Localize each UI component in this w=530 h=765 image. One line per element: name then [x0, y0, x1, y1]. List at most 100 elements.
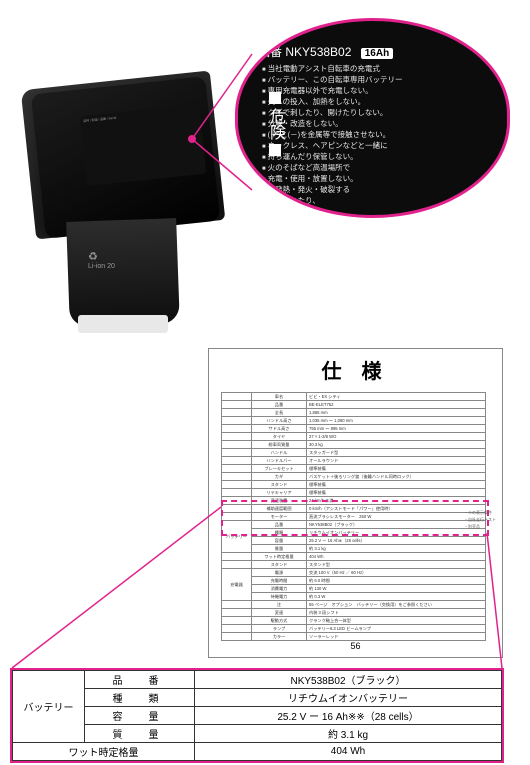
warning-column: 危険	[264, 91, 286, 157]
zoom-line: バッテリー、この自転車専用バッテリー	[262, 75, 495, 86]
side-note: ・※の表示条件	[464, 509, 496, 516]
row-key: ワット時定格量	[252, 553, 307, 561]
extract-key: 質 量	[85, 725, 195, 743]
row-group	[222, 441, 252, 449]
row-group	[222, 633, 252, 641]
row-val: 標準装備	[307, 465, 486, 473]
recycle-icon: ♻	[88, 251, 98, 263]
table-row: 充電器電源交流 100 V（50 Hz ／ 60 Hz）	[222, 569, 486, 577]
zoom-line: 火のそばなど高温場所で	[262, 163, 495, 174]
row-val: クランク軸上合一体型	[307, 617, 486, 625]
extract-val: リチウムイオンバッテリー	[195, 689, 502, 707]
warn-square-icon	[269, 92, 281, 104]
row-key: 電源	[252, 569, 307, 577]
table-row: 待機電力約 0.3 W	[222, 593, 486, 601]
row-key: カラー	[252, 633, 307, 641]
row-key: カギ	[252, 473, 307, 481]
row-key: 全長	[252, 409, 307, 417]
row-val: 0 km/h（アシストモード「パワー」使用時）	[307, 505, 486, 513]
row-key: 補助速度範囲	[252, 505, 307, 513]
row-group: 充電器	[222, 569, 252, 601]
row-key: 質量	[252, 545, 307, 553]
table-row: ランプバッテリー6.3 LED ビームランプ	[222, 625, 486, 633]
table-row: 補助速度範囲0 km/h（アシストモード「パワー」使用時）	[222, 505, 486, 513]
zoom-line: (＋)と(－)を金属等で接触させない。	[262, 130, 495, 141]
row-key: ブレーキセット	[252, 465, 307, 473]
row-key: 待機電力	[252, 593, 307, 601]
extract-val: 404 Wh	[195, 743, 502, 761]
row-key: 駆動方式	[252, 617, 307, 625]
table-row: 注55 ページ オプション バッテリー（交換用）をご参照ください	[222, 601, 486, 609]
table-row: 容 量25.2 V ー 16 Ah※※（28 cells）	[13, 707, 502, 725]
row-key: ランプ	[252, 625, 307, 633]
row-val: 24 km/h 未満	[307, 497, 486, 505]
zoom-line: 当社電動アシスト自転車の充電式	[262, 64, 495, 75]
extract-table-wrap: バッテリー品 番NKY538B02（ブラック）種 類リチウムイオンバッテリー容 …	[10, 668, 504, 763]
row-group	[222, 457, 252, 465]
row-val: NKY538B02（ブラック）	[307, 521, 486, 529]
table-row: サドル高さ755 mm ～ 895 mm	[222, 425, 486, 433]
row-val: オールラウンド	[307, 457, 486, 465]
row-val: 約 0.3 W	[307, 593, 486, 601]
row-key: 変速装置	[252, 497, 307, 505]
zoom-line: 水を入れたり、	[262, 196, 495, 207]
row-val: ソーラーレッド	[307, 633, 486, 641]
extract-rowhead: バッテリー	[13, 671, 85, 743]
zoom-line: 専用充電器以外で充電しない。	[262, 86, 495, 97]
row-group	[222, 401, 252, 409]
spec-title: 仕様	[209, 349, 502, 388]
row-val: 1,035 mm ～ 1,080 mm	[307, 417, 486, 425]
row-group	[222, 561, 252, 569]
zoom-line: 持ち運んだり保管しない。	[262, 152, 495, 163]
row-group	[222, 465, 252, 473]
row-val: バスケット＋後ろリング錠（後輪ハンドル同時ロック）	[307, 473, 486, 481]
row-key: ハンドル高さ	[252, 417, 307, 425]
battery-connector	[78, 315, 168, 333]
row-group	[222, 601, 252, 609]
table-row: バッテリー品番NKY538B02（ブラック）	[222, 521, 486, 529]
row-key: 車名	[252, 393, 307, 401]
row-group	[222, 433, 252, 441]
row-group	[222, 409, 252, 417]
zoom-line: 発熱・発火・破裂する	[262, 185, 495, 196]
row-val: スタンド型	[307, 561, 486, 569]
zoom-line: 充電・使用・放置しない。	[262, 174, 495, 185]
zoom-warning-lines: 当社電動アシスト自転車の充電式バッテリー、この自転車専用バッテリー専用充電器以外…	[262, 64, 495, 207]
row-val: ビビ・EX シティ	[307, 393, 486, 401]
extract-val: 約 3.1 kg	[195, 725, 502, 743]
table-row: 容量25.2 V ー 16 Ah※（28 cells）	[222, 537, 486, 545]
warning-label: 危険	[266, 108, 284, 140]
row-val: 404 Wh	[307, 553, 486, 561]
row-val: BE-ELET752	[307, 401, 486, 409]
row-val: 標準装備	[307, 489, 486, 497]
row-key: ハンドルバー	[252, 457, 307, 465]
extract-key: 品 番	[85, 671, 195, 689]
table-row: 変速装置24 km/h 未満	[222, 497, 486, 505]
row-key: 注	[252, 601, 307, 609]
table-row: 充電時間約 6.0 時間	[222, 577, 486, 585]
row-key: スタンド	[252, 561, 307, 569]
row-val: 30.3 kg	[307, 441, 486, 449]
row-group	[222, 417, 252, 425]
table-row: 消費電力約 130 W	[222, 585, 486, 593]
row-key: ハンドル	[252, 449, 307, 457]
zoom-title: 品番 NKY538B02 16Ah	[258, 43, 495, 60]
zoom-line: ネックレス、ヘアピンなどと一緒に	[262, 141, 495, 152]
row-val: スタッガード型	[307, 449, 486, 457]
row-key: 品番	[252, 401, 307, 409]
side-note: ・自社走行テスト	[464, 516, 496, 523]
row-key: 充電時間	[252, 577, 307, 585]
row-key: サドル高さ	[252, 425, 307, 433]
table-row: ハンドルスタッガード型	[222, 449, 486, 457]
zoom-line: 分解・改造をしない。	[262, 119, 495, 130]
capacity-badge: 16Ah	[361, 48, 393, 59]
recycle-label: Li-ion 20	[88, 263, 115, 270]
warn-square-icon	[269, 144, 281, 156]
row-group	[222, 625, 252, 633]
table-row: モーター直流ブラシレスモーター 250 W	[222, 513, 486, 521]
table-row: 総車両質量30.3 kg	[222, 441, 486, 449]
table-row: カラーソーラーレッド	[222, 633, 486, 641]
callout-dot	[188, 135, 196, 143]
zoom-line: クギで刺したり、開けたりしない。	[262, 108, 495, 119]
table-row: ワット時定格量404 Wh	[222, 553, 486, 561]
